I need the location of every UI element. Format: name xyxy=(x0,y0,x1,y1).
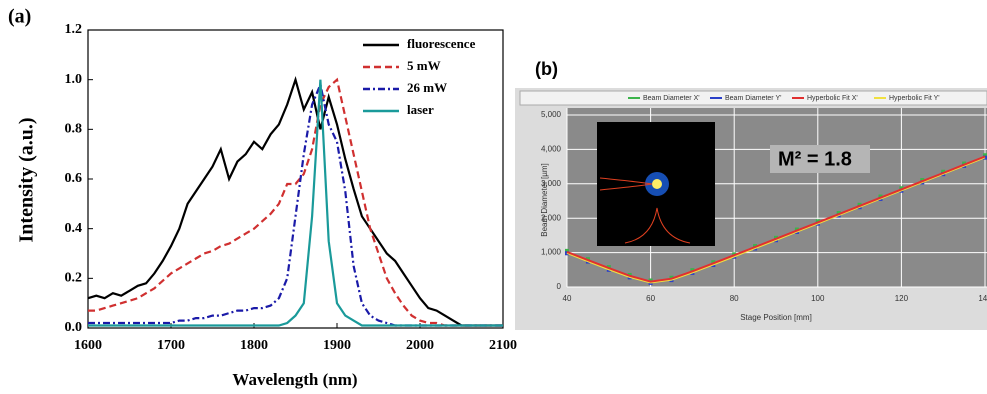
x-tick-label: 2000 xyxy=(406,338,434,353)
x-tick-label: 60 xyxy=(646,294,655,303)
x-tick-label: 80 xyxy=(730,294,739,303)
x-tick-label: 40 xyxy=(563,294,572,303)
x-axis-label: Wavelength (nm) xyxy=(232,370,357,389)
y-tick-label: 0.2 xyxy=(65,271,83,286)
legend-label: 5 mW xyxy=(407,58,441,73)
x-tick-label: 120 xyxy=(895,294,909,303)
plot-frame xyxy=(88,30,503,328)
x-tick-label: 1800 xyxy=(240,338,268,353)
x-tick-label: 1600 xyxy=(74,338,102,353)
legend-label: 26 mW xyxy=(407,80,447,95)
y-tick-label: 1,000 xyxy=(541,248,562,257)
y-tick-label: 0.0 xyxy=(65,320,83,335)
y-tick-label: 0.4 xyxy=(65,221,83,236)
beam-core xyxy=(652,179,662,189)
series-line xyxy=(88,85,503,326)
series-line xyxy=(88,80,503,326)
annotation: M² = 1.8 xyxy=(778,148,852,170)
y-tick-label: 0.8 xyxy=(65,122,83,137)
x-tick-label: 2100 xyxy=(489,338,517,353)
legend-label: Beam Diameter Y' xyxy=(725,95,781,102)
y-tick-label: 0 xyxy=(557,282,562,291)
series-line xyxy=(88,80,503,326)
y-axis-label: Intensity (a.u.) xyxy=(16,117,38,242)
legend-label: laser xyxy=(407,102,434,117)
x-tick-label: 1700 xyxy=(157,338,185,353)
panel-a: 0.0 0.2 0.4 0.6 0.8 1.0 1.2 1600 1700 1800 1900 200… xyxy=(8,6,517,389)
x-tick-label: 140 xyxy=(978,294,987,303)
panel-label: (b) xyxy=(535,59,558,79)
y-tick-label: 0.6 xyxy=(65,171,83,186)
figure: 0.0 0.2 0.4 0.6 0.8 1.0 1.2 1600 1700 1800 1900 200… xyxy=(0,0,987,394)
x-axis-label: Stage Position [mm] xyxy=(740,313,812,322)
y-tick-label: 1.0 xyxy=(65,72,83,87)
legend-label: fluorescence xyxy=(407,36,476,51)
x-tick-label: 1900 xyxy=(323,338,351,353)
y-tick-label: 1.2 xyxy=(65,22,83,37)
legend-label: Hyperbolic Fit X' xyxy=(807,95,858,102)
x-tick-label: 100 xyxy=(811,294,825,303)
legend-label: Hyperbolic Fit Y' xyxy=(889,95,940,102)
y-axis-label: Beam Diameter [µm] xyxy=(540,163,549,237)
legend-label: Beam Diameter X' xyxy=(643,95,700,102)
panel-label: (a) xyxy=(8,6,31,28)
y-tick-label: 4,000 xyxy=(541,145,562,154)
series-line xyxy=(88,80,503,326)
y-tick-label: 5,000 xyxy=(541,110,562,119)
